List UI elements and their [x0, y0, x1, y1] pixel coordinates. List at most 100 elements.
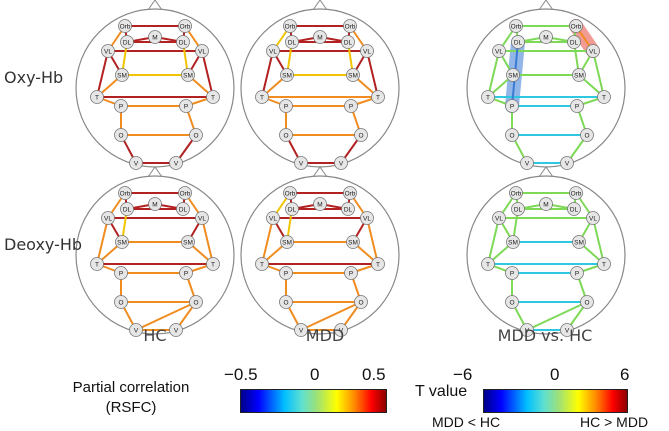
connection-edge: [592, 50, 605, 98]
channel-node: [280, 68, 294, 82]
channel-label: O: [118, 133, 123, 140]
channel-label: V: [134, 328, 139, 335]
head-panel-oxy-hc: Orb Orb M DL DL VL VL SM SM T T P P O O V V: [75, 0, 235, 170]
channel-label: Orb: [285, 24, 296, 31]
channel-label: Orb: [345, 24, 356, 31]
channel-node: [586, 211, 600, 225]
connection-edge: [366, 217, 379, 265]
channel-label: P: [184, 271, 188, 278]
channel-node: [283, 19, 297, 33]
channel-label: SM: [574, 73, 584, 80]
channel-label: T: [211, 262, 215, 269]
channel-node: [481, 90, 495, 104]
channel-label: SM: [183, 240, 193, 247]
channel-label: M: [317, 35, 322, 42]
channel-label: T: [602, 95, 606, 102]
channel-label: DL: [288, 207, 297, 214]
channel-label: P: [119, 271, 123, 278]
channel-node: [189, 128, 203, 142]
channel-label: Orb: [120, 24, 131, 31]
col-label-hc: HC: [143, 326, 167, 345]
channel-node: [560, 323, 574, 337]
channel-node: [346, 68, 360, 82]
channel-label: O: [358, 300, 363, 307]
channel-node: [129, 323, 143, 337]
nose: [147, 0, 163, 11]
channel-node: [279, 295, 293, 309]
channel-node: [189, 295, 203, 309]
corr-title-line2: (RSFC): [105, 399, 157, 416]
t-tick-max: 6: [620, 365, 630, 384]
connection-edge: [135, 301, 197, 331]
channel-label: M: [317, 202, 322, 209]
channel-label: P: [284, 104, 288, 111]
channel-node: [570, 99, 584, 113]
channel-label: V: [174, 161, 179, 168]
connection-edge: [487, 50, 500, 98]
channel-label: DL: [123, 40, 132, 47]
channel-node: [285, 202, 299, 216]
channel-label: SM: [508, 240, 518, 247]
channel-label: Orb: [285, 191, 296, 198]
channel-node: [344, 266, 358, 280]
channel-node: [206, 90, 220, 104]
channel-label: T: [486, 262, 490, 269]
channel-label: O: [193, 133, 198, 140]
channel-label: O: [584, 300, 589, 307]
channel-node: [520, 156, 534, 170]
channel-node: [572, 68, 586, 82]
channel-label: O: [358, 133, 363, 140]
channel-node: [114, 99, 128, 113]
channel-node: [511, 35, 525, 49]
channel-node: [560, 156, 574, 170]
corr-tick-zero: 0: [310, 365, 320, 384]
col-label-diff: MDD vs. HC: [497, 326, 593, 345]
channel-node: [176, 35, 190, 49]
channel-label: P: [349, 104, 353, 111]
channel-label: Orb: [180, 191, 191, 198]
channel-node: [346, 235, 360, 249]
channel-node: [115, 68, 129, 82]
t-tick-zero: 0: [550, 365, 560, 384]
connection-edge: [487, 217, 500, 265]
channel-label: P: [284, 271, 288, 278]
corr-title-line1: Partial correlation: [72, 379, 190, 396]
channel-node: [90, 257, 104, 271]
channel-label: P: [184, 104, 188, 111]
channel-node: [334, 156, 348, 170]
tvalue-left-note: MDD < HC: [432, 414, 501, 430]
channel-node: [506, 235, 520, 249]
channel-node: [492, 44, 506, 58]
col-label-mdd: MDD: [305, 326, 345, 345]
nose: [538, 0, 554, 11]
channel-label: V: [174, 328, 179, 335]
channel-node: [101, 44, 115, 58]
channel-node: [572, 235, 586, 249]
channel-node: [179, 266, 193, 280]
tvalue-title: T value: [415, 383, 468, 400]
channel-label: P: [119, 104, 123, 111]
channel-node: [334, 323, 348, 337]
channel-node: [580, 295, 594, 309]
t-tick-min: −6: [453, 365, 473, 384]
connection-edge: [592, 217, 605, 265]
row-label-deoxy: Deoxy-Hb: [4, 235, 83, 254]
channel-label: T: [95, 95, 99, 102]
head-outline: [466, 175, 626, 335]
channel-label: VL: [104, 49, 112, 56]
channel-node: [206, 257, 220, 271]
channel-node: [313, 30, 327, 44]
tvalue-colorbar: [483, 389, 628, 413]
channel-node: [178, 19, 192, 33]
channel-node: [567, 202, 581, 216]
channel-node: [101, 211, 115, 225]
head-outline: [240, 175, 400, 335]
channel-label: T: [376, 95, 380, 102]
channel-label: T: [95, 262, 99, 269]
channel-label: VL: [495, 216, 503, 223]
channel-label: DL: [179, 207, 188, 214]
channel-label: V: [339, 328, 344, 335]
channel-label: M: [152, 35, 157, 42]
channel-label: DL: [514, 40, 523, 47]
channel-node: [505, 99, 519, 113]
